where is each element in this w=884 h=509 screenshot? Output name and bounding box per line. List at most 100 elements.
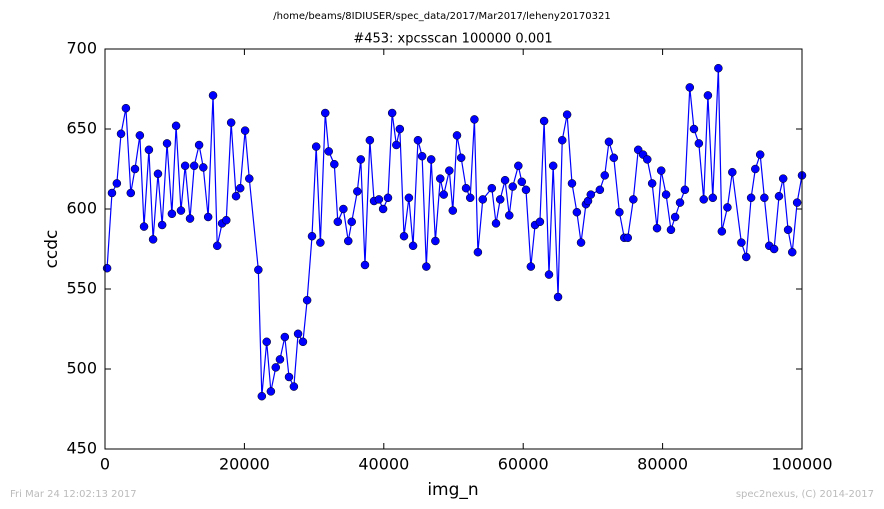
data-point	[321, 108, 330, 118]
data-point	[491, 219, 501, 228]
x-axis-label: img_n	[427, 480, 478, 500]
data-point	[353, 187, 362, 196]
data-point	[708, 193, 718, 203]
series-line	[106, 68, 803, 397]
data-point	[661, 190, 671, 199]
data-point	[222, 215, 231, 225]
data-point	[517, 177, 527, 187]
data-point	[647, 179, 657, 188]
data-point	[185, 214, 195, 223]
data-point	[167, 209, 177, 219]
data-point	[774, 191, 784, 201]
data-point	[539, 116, 549, 126]
data-point	[652, 223, 662, 233]
data-point	[231, 191, 241, 201]
data-point	[330, 159, 339, 169]
data-point	[116, 129, 126, 139]
data-point	[699, 195, 708, 204]
data-point	[465, 193, 475, 203]
data-point	[203, 212, 213, 222]
data-point	[544, 270, 554, 279]
y-axis-label: ccdc	[42, 230, 62, 269]
data-point	[302, 295, 312, 305]
data-point	[266, 387, 276, 396]
data-point	[783, 225, 793, 235]
data-point	[148, 235, 158, 244]
data-point	[600, 171, 609, 180]
data-point	[387, 108, 397, 118]
data-point	[609, 153, 619, 163]
data-point	[470, 115, 479, 124]
data-point	[576, 238, 586, 247]
data-point	[723, 203, 732, 212]
data-point	[717, 227, 727, 236]
data-point	[194, 140, 204, 150]
data-point	[778, 174, 788, 183]
data-point	[226, 118, 236, 127]
data-point	[144, 145, 154, 155]
data-point	[307, 231, 317, 241]
data-point	[271, 363, 281, 372]
x-tick-label: 60000	[498, 455, 549, 474]
y-tick-label: 650	[66, 119, 97, 138]
data-point	[289, 382, 299, 391]
data-point	[643, 155, 652, 164]
data-point	[461, 183, 471, 193]
data-point	[478, 195, 488, 204]
data-point	[728, 167, 737, 177]
data-point	[199, 163, 208, 172]
data-point	[180, 161, 190, 171]
data-point	[240, 126, 250, 135]
data-point	[746, 193, 756, 203]
y-tick-label: 500	[66, 359, 97, 378]
y-tick-label: 450	[66, 439, 97, 458]
data-point	[347, 217, 356, 227]
data-point	[395, 124, 405, 134]
footer-right: spec2nexus, (C) 2014-2017	[736, 489, 874, 500]
data-point	[275, 355, 285, 364]
data-point	[445, 166, 454, 175]
data-point	[505, 211, 514, 220]
chart-title: #453: xpcsscan 100000 0.001	[353, 32, 552, 47]
data-point	[514, 161, 523, 171]
data-point	[130, 164, 140, 174]
data-point	[153, 169, 163, 179]
data-point	[344, 236, 353, 246]
data-point	[703, 91, 713, 100]
data-point	[324, 147, 333, 156]
data-point	[623, 233, 632, 243]
data-point	[508, 182, 517, 191]
data-point	[755, 150, 765, 159]
data-point	[392, 140, 401, 150]
data-point	[714, 63, 723, 73]
data-point	[126, 188, 136, 198]
data-point	[422, 262, 431, 271]
data-point	[413, 135, 423, 145]
data-point	[121, 103, 131, 113]
data-point	[567, 179, 577, 188]
y-tick-label: 700	[66, 39, 97, 58]
data-point	[426, 155, 436, 164]
data-point	[685, 83, 695, 92]
data-point	[284, 372, 294, 382]
data-point	[787, 247, 797, 257]
data-point	[254, 265, 263, 275]
data-point	[562, 110, 572, 119]
data-point	[102, 263, 112, 273]
data-point	[769, 244, 779, 254]
data-point	[404, 193, 414, 203]
y-tick-label: 600	[66, 199, 97, 218]
data-point	[293, 329, 303, 339]
suptitle: /home/beams/8IDIUSER/spec_data/2017/Mar2…	[273, 11, 610, 22]
data-point	[112, 179, 122, 188]
data-point	[572, 207, 582, 217]
data-point	[333, 217, 343, 227]
data-point	[378, 204, 388, 214]
data-point	[615, 207, 624, 217]
data-point	[280, 332, 290, 342]
data-point	[495, 195, 505, 204]
data-point	[557, 135, 567, 145]
data-point	[500, 175, 510, 185]
